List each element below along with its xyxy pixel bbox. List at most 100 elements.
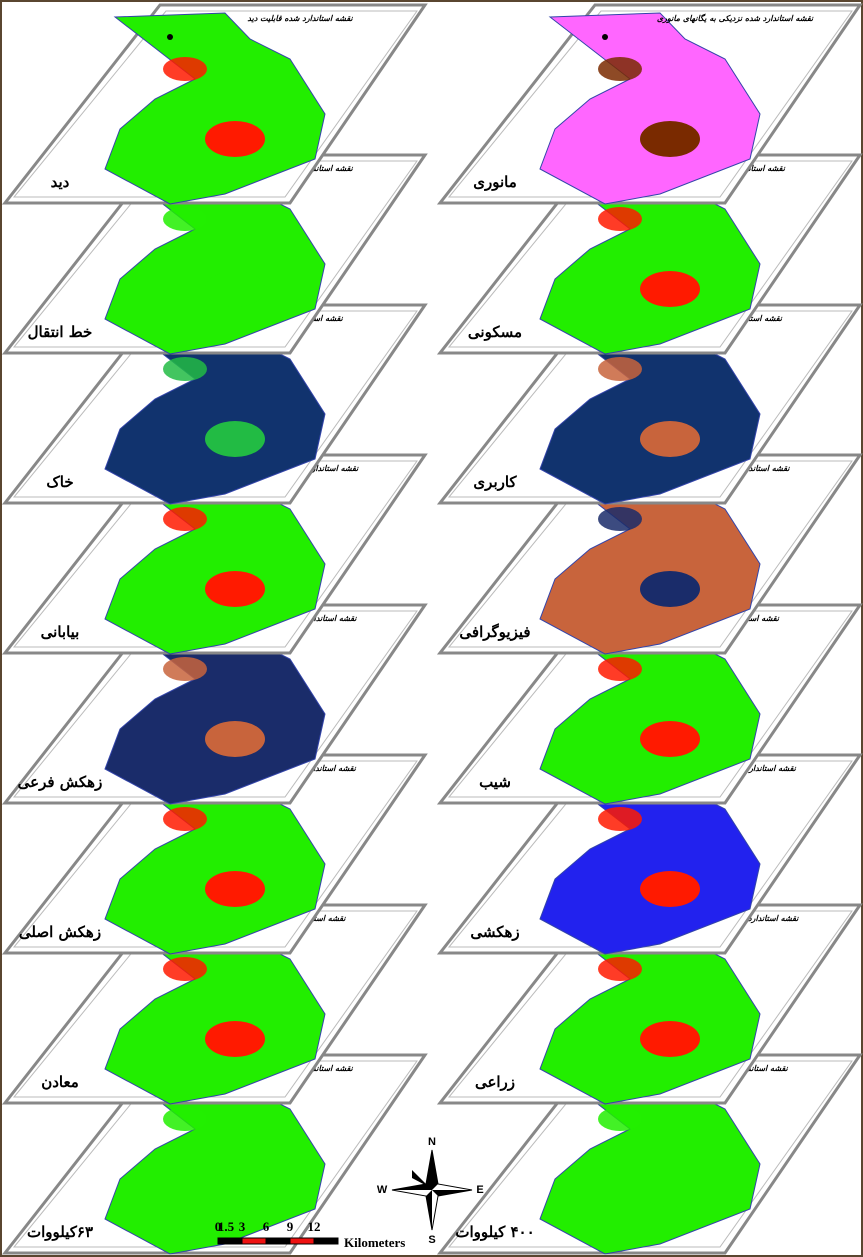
map-zone <box>640 121 700 157</box>
map-zone <box>640 421 700 457</box>
map-zone <box>598 657 642 681</box>
layer-panel: نقشه استاندارد شده خط انتقالخط انتقال <box>1 153 428 355</box>
layer-map <box>104 612 326 805</box>
layer-panel: نقشه استاندارد شده خط انتقال۴۰۰ کیلووات <box>436 1053 863 1255</box>
layer-panel: نقشه استاندارد شده آبراهه فرعیزهکش فرعی <box>1 603 428 805</box>
layer-label: مانوری <box>473 173 517 191</box>
scale-label: 6 <box>263 1219 270 1234</box>
layer-map <box>104 462 326 655</box>
map-zone <box>205 121 265 157</box>
layer-map <box>104 162 326 355</box>
map-zone <box>163 657 207 681</box>
layer-label: فیزیوگرافی <box>459 623 530 641</box>
panel-inner <box>12 310 418 498</box>
panel-inner <box>447 760 853 948</box>
compass-diag <box>412 1170 429 1187</box>
map-zone <box>598 507 642 531</box>
compass: N S E W <box>377 1136 484 1246</box>
scale-label: 3 <box>239 1219 246 1234</box>
layer-label: زهکشی <box>470 923 519 941</box>
map-zone <box>640 271 700 307</box>
scale-label: 12 <box>308 1219 321 1234</box>
scale-segment <box>289 1237 315 1245</box>
scale-segment <box>217 1237 243 1245</box>
layer-label: زراعی <box>475 1073 515 1091</box>
layer-label: کاربری <box>473 473 517 491</box>
panel-inner <box>447 310 853 498</box>
map-zone <box>640 1021 700 1057</box>
map-zone <box>598 357 642 381</box>
layer-panel: نقشه استاندارد شده شیبشیب <box>436 603 863 805</box>
layer-panel: نقشه استاندارد شده مسکونیمسکونی <box>436 153 863 355</box>
layer-label: ۶۳کیلووات <box>27 1223 93 1241</box>
panel-inner <box>12 910 418 1098</box>
layer-label: خاک <box>46 473 73 491</box>
layer-panel: نقشه استاندارد شده اراضی کشاورزیزراعی <box>436 903 863 1105</box>
panel-inner <box>12 760 418 948</box>
map-zone <box>598 957 642 981</box>
layer-map <box>104 1062 326 1255</box>
map-zone <box>205 721 265 757</box>
map-zone <box>163 357 207 381</box>
panel-inner <box>12 10 418 198</box>
map-zone <box>598 57 642 81</box>
map-zone <box>205 421 265 457</box>
panel-inner <box>12 610 418 798</box>
map-zone <box>598 1107 642 1131</box>
layer-panel: نقشه استاندارد شده نزدیکی به یگانهای مان… <box>436 3 863 205</box>
panel-inner <box>447 10 853 198</box>
scale-segment <box>265 1237 291 1245</box>
map-zone <box>163 807 207 831</box>
compass-w: W <box>377 1184 388 1196</box>
layer-label: زهکش فرعی <box>18 773 103 791</box>
map-zone <box>205 1171 265 1207</box>
layers: نقشه استاندارد شده خط انتقال۶۳کیلوواتنقش… <box>1 3 863 1255</box>
compass-e: E <box>476 1184 483 1196</box>
layer-panel: نقشه استاندارد شده خط انتقال۶۳کیلووات <box>1 1053 428 1255</box>
map-zone <box>205 271 265 307</box>
map-zone <box>640 721 700 757</box>
map-area <box>104 12 326 205</box>
map-zone <box>640 1171 700 1207</box>
compass-star-shade <box>392 1150 472 1230</box>
panel-inner <box>447 460 853 648</box>
layer-panel: نقشه استاندارد شده زهکشی منطقهزهکشی <box>436 753 863 955</box>
layer-title: نقشه استاندارد شده نزدیکی به یگانهای مان… <box>657 13 814 24</box>
layer-map <box>539 912 761 1105</box>
layer-map <box>104 12 326 205</box>
scale-unit: Kilometers <box>344 1235 405 1250</box>
layer-label: مسکونی <box>468 323 522 341</box>
layer-label: خط انتقال <box>28 323 93 341</box>
map-zone <box>163 57 207 81</box>
layer-label: بیابانی <box>41 623 80 641</box>
layer-map <box>104 762 326 955</box>
layer-title: نقشه استاندارد شده قابلیت دید <box>247 13 353 24</box>
map-zone <box>205 1021 265 1057</box>
scale-label: 0 <box>215 1219 222 1234</box>
map-point <box>602 34 608 40</box>
layer-label: زهکش اصلی <box>19 923 101 941</box>
scale-label: 9 <box>287 1219 294 1234</box>
panel-inner <box>12 1060 418 1248</box>
layer-label: ۴۰۰ کیلووات <box>455 1223 534 1241</box>
panel-inner <box>447 910 853 1098</box>
panel-inner <box>447 610 853 798</box>
map-zone <box>640 571 700 607</box>
compass-s: S <box>428 1234 435 1246</box>
map-zone <box>205 871 265 907</box>
panel-inner <box>447 1060 853 1248</box>
map-zone <box>163 507 207 531</box>
scale-segment <box>313 1237 339 1245</box>
scale-label: 1.5 <box>218 1219 235 1234</box>
scale-segment <box>241 1237 267 1245</box>
map-zone <box>163 1107 207 1131</box>
layer-label: معادن <box>41 1073 79 1091</box>
map-zone <box>640 871 700 907</box>
panel-inner <box>447 160 853 348</box>
layer-panel: نقشه استاندارد شده معادنمعادن <box>1 903 428 1105</box>
map-zone <box>598 207 642 231</box>
layer-map <box>539 12 761 205</box>
map-area <box>539 12 761 205</box>
map-zone <box>163 957 207 981</box>
